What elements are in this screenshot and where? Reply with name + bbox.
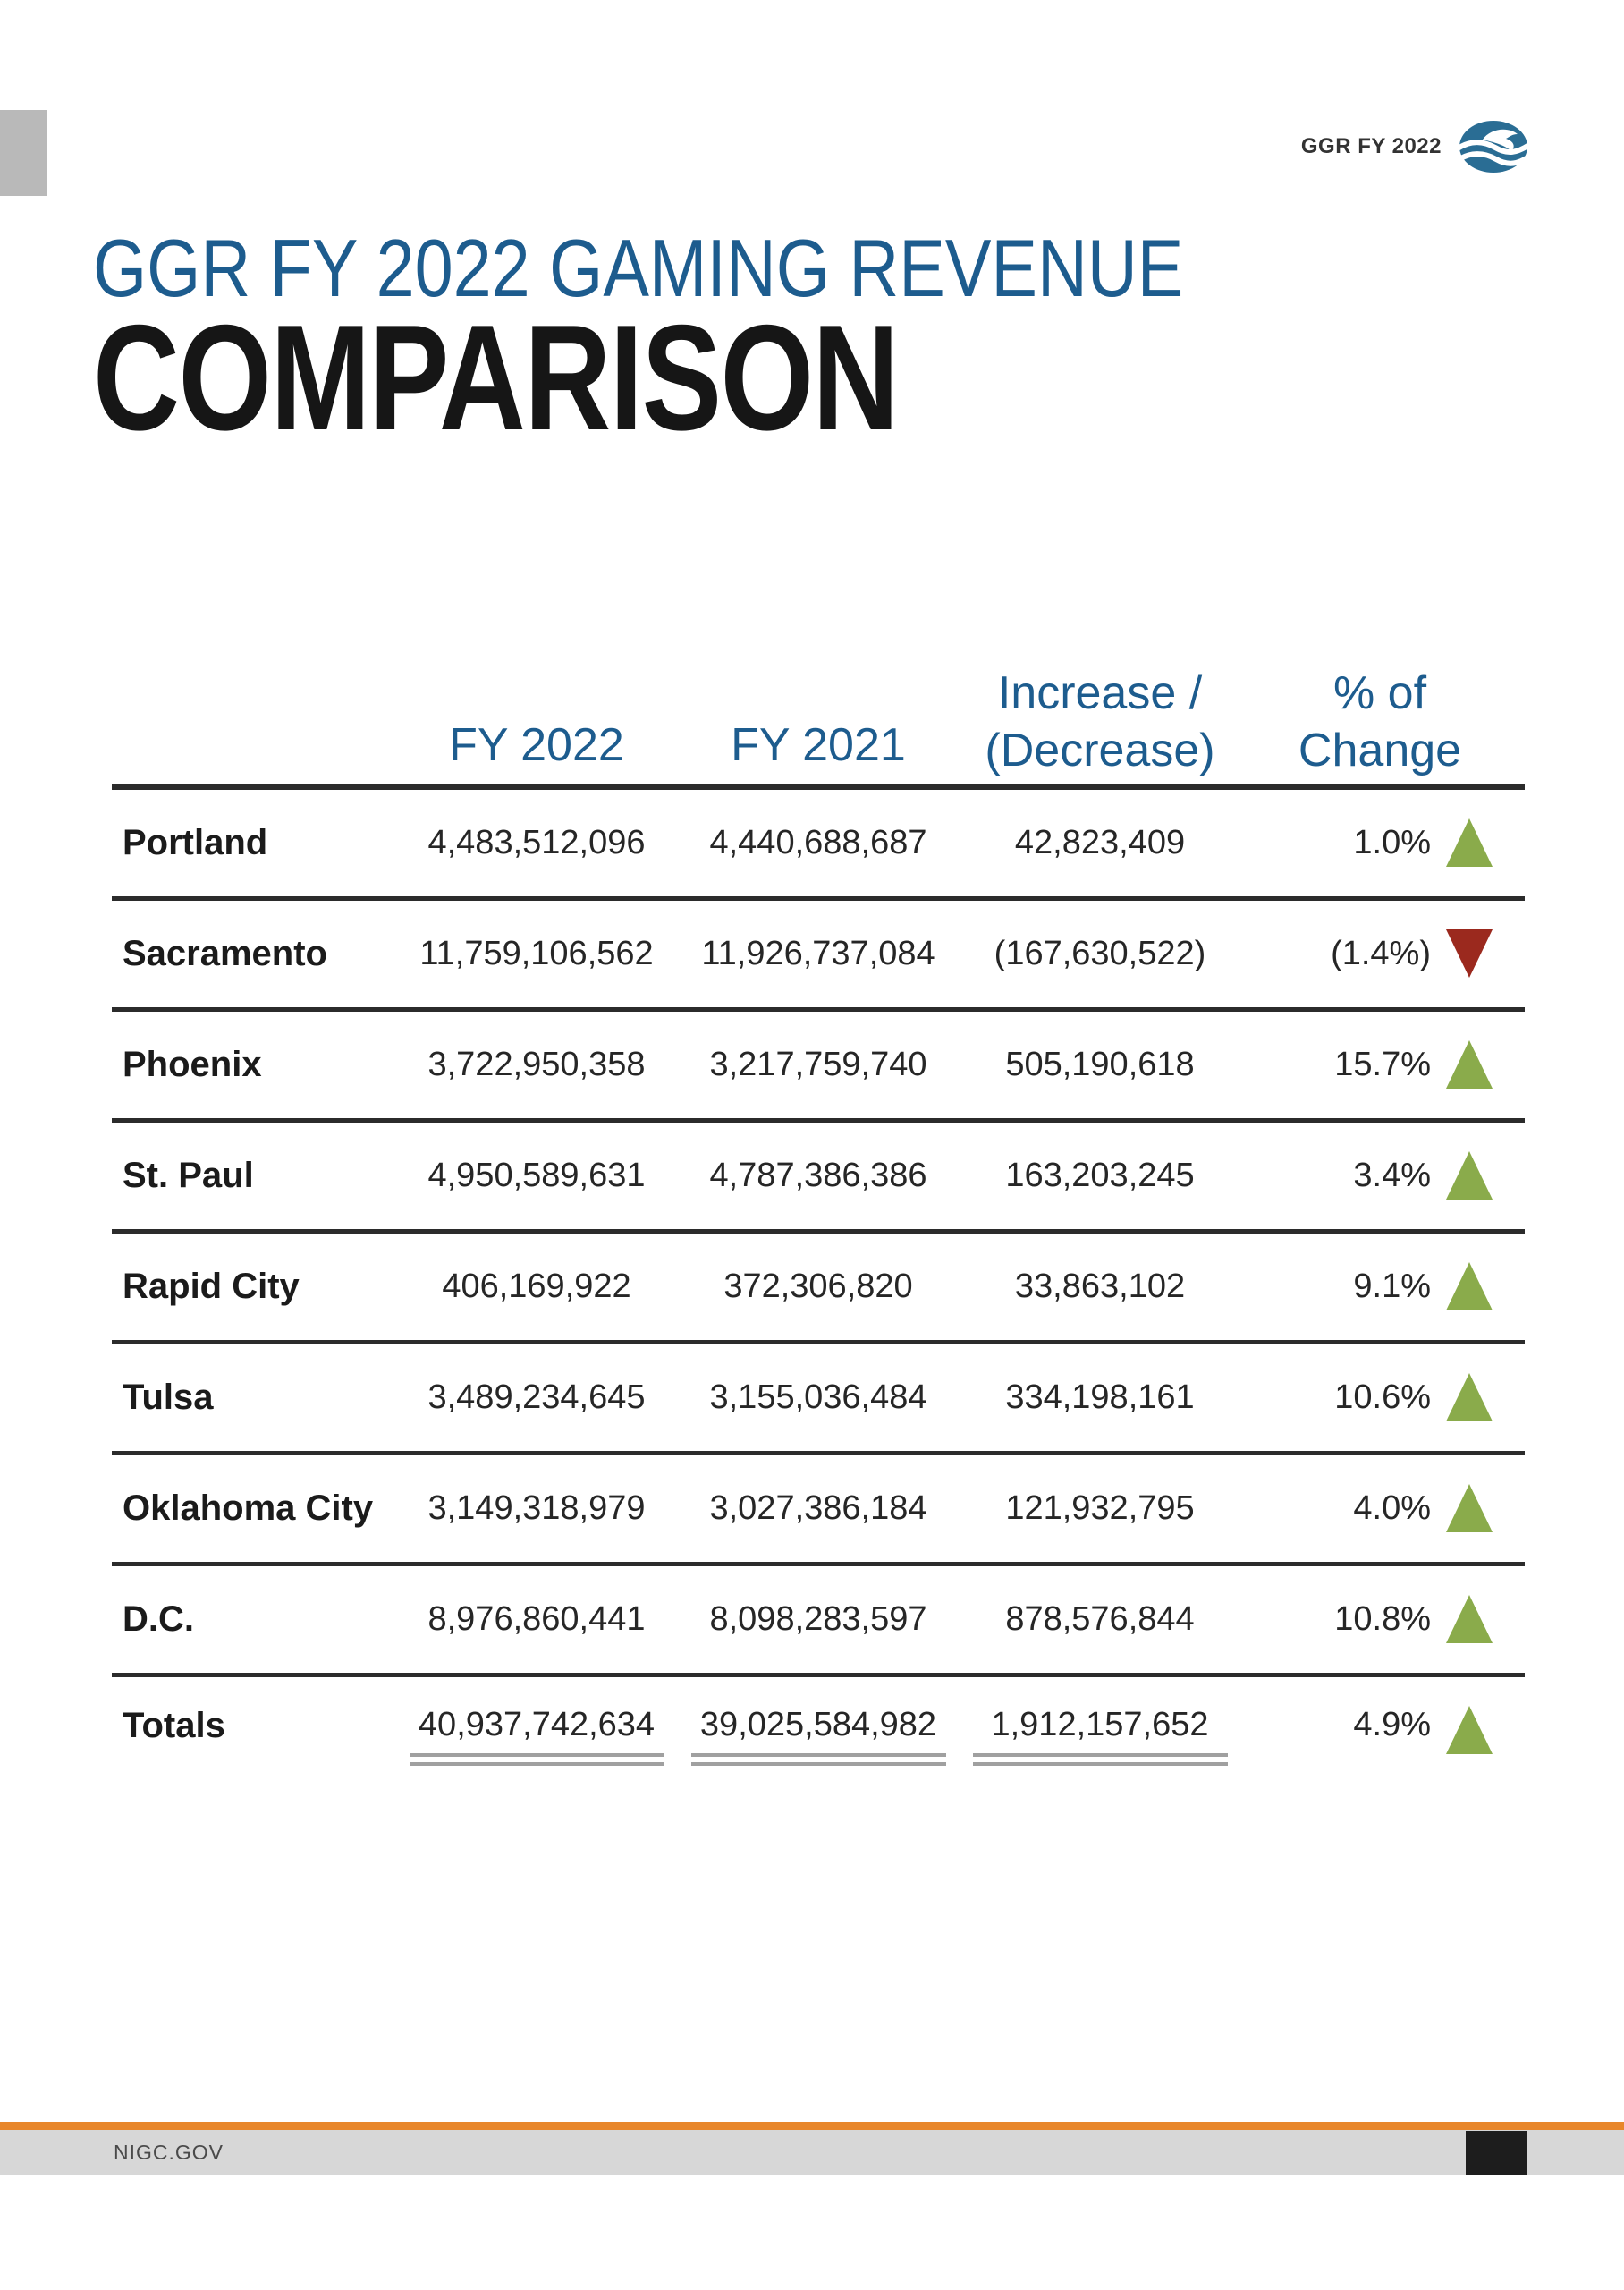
row-pct-change: 4.9% xyxy=(1353,1705,1431,1743)
row-change-value: 878,576,844 xyxy=(1005,1599,1195,1638)
header-pct-change: % of Change xyxy=(1298,667,1462,777)
row-fy2021-value: 3,027,386,184 xyxy=(709,1488,927,1527)
row-fy2021-value: 8,098,283,597 xyxy=(709,1599,927,1638)
row-label: Rapid City xyxy=(123,1266,300,1306)
increase-triangle-icon xyxy=(1445,1705,1493,1754)
row-fy2022-value: 3,149,318,979 xyxy=(427,1488,646,1527)
table-row: Portland 4,483,512,096 4,440,688,687 42,823… xyxy=(112,790,1525,901)
row-label: Totals xyxy=(123,1705,225,1745)
row-change-value: (167,630,522) xyxy=(994,934,1206,972)
row-pct-change: 10.8% xyxy=(1334,1599,1431,1638)
row-label: Tulsa xyxy=(123,1377,214,1417)
row-trend-cell xyxy=(1431,1595,1525,1644)
row-change-value: 42,823,409 xyxy=(1014,823,1186,861)
table-header-row: FY 2022 FY 2021 Increase / (Decrease) % … xyxy=(112,665,1525,790)
increase-triangle-icon xyxy=(1445,1262,1493,1311)
row-change-value: 334,198,161 xyxy=(1005,1378,1195,1416)
row-fy2021-value: 4,787,386,386 xyxy=(709,1156,927,1194)
row-label: Oklahoma City xyxy=(123,1488,374,1528)
row-change-value: 505,190,618 xyxy=(1005,1045,1195,1083)
row-fy2021-value: 11,926,737,084 xyxy=(701,934,935,972)
increase-triangle-icon xyxy=(1445,1595,1493,1644)
footer-page-marker xyxy=(1466,2131,1527,2175)
row-fy2022-value: 3,489,234,645 xyxy=(427,1378,646,1416)
page-margin-block xyxy=(0,110,47,196)
increase-triangle-icon xyxy=(1445,1151,1493,1200)
table-row: St. Paul 4,950,589,631 4,787,386,386 163,20… xyxy=(112,1123,1525,1234)
row-change-value: 1,912,157,652 xyxy=(952,1706,1248,1766)
increase-triangle-icon xyxy=(1445,1040,1493,1090)
table-row: Totals 40,937,742,634 39,025,584,982 1,912,… xyxy=(112,1677,1525,1840)
footer-accent-bar xyxy=(0,2122,1624,2130)
row-pct-change: 9.1% xyxy=(1353,1267,1431,1305)
table-row: Phoenix 3,722,950,358 3,217,759,740 505,190… xyxy=(112,1012,1525,1123)
row-fy2022-value: 406,169,922 xyxy=(442,1267,631,1305)
table-row: Sacramento 11,759,106,562 11,926,737,084 (1… xyxy=(112,901,1525,1012)
table-row: D.C. 8,976,860,441 8,098,283,597 878,576,84… xyxy=(112,1566,1525,1677)
header-fy2022: FY 2022 xyxy=(449,719,624,772)
row-label: St. Paul xyxy=(123,1155,254,1195)
row-fy2022-value: 4,950,589,631 xyxy=(427,1156,646,1194)
row-fy2021-value: 4,440,688,687 xyxy=(709,823,927,861)
page-title-line2: COMPARISON xyxy=(93,293,900,462)
row-fy2022-value: 11,759,106,562 xyxy=(419,934,654,972)
row-fy2022-value: 4,483,512,096 xyxy=(427,823,646,861)
table-row: Oklahoma City 3,149,318,979 3,027,386,184 1… xyxy=(112,1455,1525,1566)
increase-triangle-icon xyxy=(1445,818,1493,868)
row-label: Portland xyxy=(123,822,268,862)
decrease-triangle-icon xyxy=(1445,929,1493,979)
row-trend-cell xyxy=(1431,818,1525,868)
row-pct-change: 15.7% xyxy=(1334,1045,1431,1083)
row-label: Sacramento xyxy=(123,933,327,973)
row-fy2021-value: 3,155,036,484 xyxy=(709,1378,927,1416)
row-trend-cell xyxy=(1431,1705,1525,1754)
row-fy2022-value: 40,937,742,634 xyxy=(389,1706,684,1766)
header-fy2021: FY 2021 xyxy=(731,719,906,772)
row-fy2021-value: 39,025,584,982 xyxy=(684,1706,952,1766)
increase-triangle-icon xyxy=(1445,1373,1493,1422)
row-pct-change: 1.0% xyxy=(1353,823,1431,861)
header-badge-label: GGR FY 2022 xyxy=(1300,134,1442,158)
row-trend-cell xyxy=(1431,1151,1525,1200)
row-pct-change: (1.4%) xyxy=(1331,934,1431,972)
row-change-value: 33,863,102 xyxy=(1014,1267,1186,1305)
row-pct-change: 10.6% xyxy=(1334,1378,1431,1416)
row-trend-cell xyxy=(1431,929,1525,979)
row-trend-cell xyxy=(1431,1484,1525,1533)
row-pct-change: 3.4% xyxy=(1353,1156,1431,1194)
table-row: Rapid City 406,169,922 372,306,820 33,863,1… xyxy=(112,1234,1525,1344)
row-label: D.C. xyxy=(123,1599,194,1639)
revenue-comparison-table: FY 2022 FY 2021 Increase / (Decrease) % … xyxy=(112,665,1525,1840)
header-increase-decrease: Increase / (Decrease) xyxy=(985,667,1215,777)
page-header-badge: GGR FY 2022 xyxy=(1301,121,1527,173)
totals-double-rule xyxy=(972,1752,1228,1766)
row-fy2021-value: 3,217,759,740 xyxy=(709,1045,927,1083)
row-fy2022-value: 8,976,860,441 xyxy=(427,1599,646,1638)
row-trend-cell xyxy=(1431,1373,1525,1422)
row-pct-change: 4.0% xyxy=(1353,1488,1431,1527)
totals-double-rule xyxy=(690,1752,946,1766)
row-fy2022-value: 3,722,950,358 xyxy=(427,1045,646,1083)
row-change-value: 121,932,795 xyxy=(1005,1488,1195,1527)
footer-bar xyxy=(0,2130,1624,2175)
table-row: Tulsa 3,489,234,645 3,155,036,484 334,198,1… xyxy=(112,1344,1525,1455)
totals-double-rule xyxy=(409,1752,664,1766)
row-change-value: 163,203,245 xyxy=(1005,1156,1195,1194)
table-body: Portland 4,483,512,096 4,440,688,687 42,823… xyxy=(112,790,1525,1840)
row-trend-cell xyxy=(1431,1040,1525,1090)
increase-triangle-icon xyxy=(1445,1484,1493,1533)
nigc-eagle-wave-logo-icon xyxy=(1459,121,1527,173)
row-trend-cell xyxy=(1431,1262,1525,1311)
page-title-line1: GGR FY 2022 GAMING REVENUE xyxy=(93,224,1184,314)
footer-site-link[interactable]: NIGC.GOV xyxy=(114,2140,224,2164)
row-label: Phoenix xyxy=(123,1044,262,1084)
row-fy2021-value: 372,306,820 xyxy=(723,1267,913,1305)
